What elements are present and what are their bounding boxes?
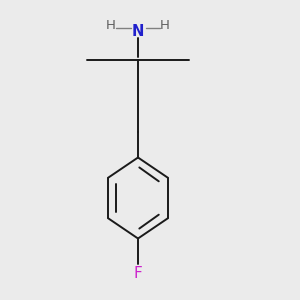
Text: H: H	[160, 19, 170, 32]
Text: N: N	[132, 24, 144, 39]
Text: F: F	[134, 266, 142, 280]
Text: H: H	[106, 19, 116, 32]
